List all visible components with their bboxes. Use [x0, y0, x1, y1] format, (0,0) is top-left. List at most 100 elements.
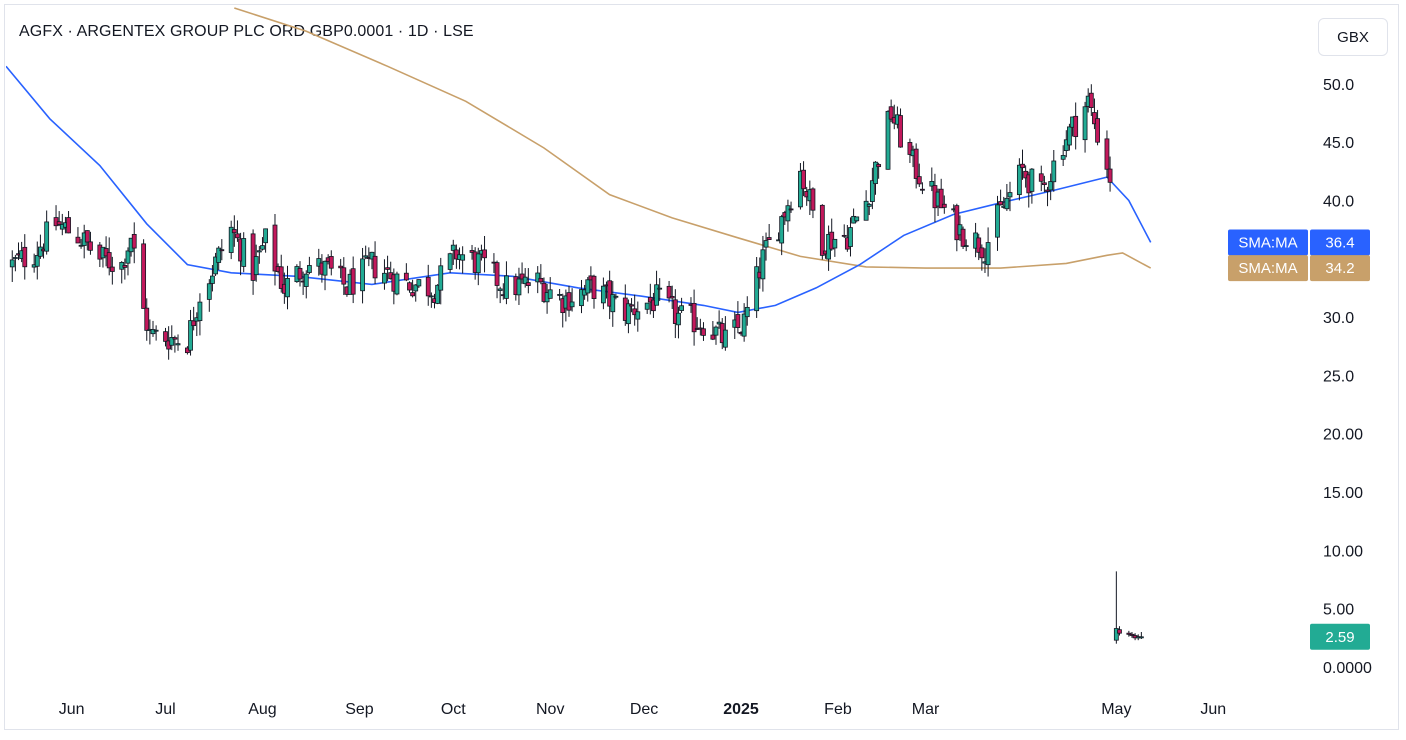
candle: [231, 215, 237, 247]
candle-body: [1088, 92, 1094, 108]
price-tick-label: 25.0: [1323, 368, 1354, 385]
candle-body: [1107, 168, 1113, 183]
candle-body: [976, 237, 982, 253]
last-price-label: 2.59: [1310, 623, 1370, 650]
candle-body: [938, 188, 944, 209]
price-tick-label: 20.00: [1323, 427, 1363, 444]
price-axis: 50.045.040.035.030.025.020.0015.0010.005…: [1323, 77, 1372, 677]
candle: [1038, 165, 1044, 192]
candle-body: [66, 217, 71, 234]
candle-body: [328, 256, 334, 269]
sma-fast-name-label-bg: [1228, 229, 1308, 256]
candle-body: [197, 301, 203, 322]
time-tick-label: Jul: [155, 701, 175, 718]
candle-body: [44, 221, 50, 252]
candle-body: [410, 292, 416, 297]
candle: [741, 303, 747, 342]
candle-body: [363, 255, 369, 258]
candle: [88, 231, 93, 255]
candle: [629, 298, 634, 313]
candle: [854, 216, 860, 223]
candle: [150, 320, 156, 337]
candle: [56, 211, 62, 227]
candle-body: [810, 188, 816, 211]
candle-body: [22, 246, 28, 268]
candle: [1073, 102, 1079, 150]
candle-body: [669, 295, 675, 299]
candle-body: [672, 299, 678, 324]
candle: [938, 178, 944, 209]
candle-body: [84, 230, 90, 243]
candle-body: [141, 243, 147, 309]
candle: [1138, 632, 1144, 640]
candle-body: [407, 282, 412, 291]
candle-body: [122, 265, 128, 268]
candle: [676, 306, 681, 339]
candle: [285, 265, 290, 310]
candle: [297, 261, 303, 287]
candle-body: [109, 266, 115, 272]
candle-body: [450, 244, 456, 251]
candle: [109, 256, 115, 285]
candle-body: [350, 268, 356, 295]
candle: [788, 201, 794, 213]
candle-body: [1020, 163, 1025, 169]
candle: [260, 237, 265, 251]
candle: [228, 220, 234, 260]
candle-body: [522, 276, 528, 285]
candle: [169, 325, 175, 351]
candle: [84, 230, 90, 251]
time-tick-label: 2025: [723, 701, 759, 718]
candle: [763, 232, 769, 261]
candle: [144, 298, 150, 341]
candle-body: [635, 311, 641, 320]
candle-body: [960, 228, 966, 247]
candle: [866, 203, 872, 216]
candle-body: [413, 284, 419, 292]
candle-body: [579, 289, 584, 307]
candle-body: [1073, 115, 1079, 138]
candle: [585, 277, 591, 302]
candle-body: [654, 284, 659, 306]
candle-body: [150, 329, 156, 335]
candle-body: [1060, 155, 1066, 160]
candle-body: [256, 250, 262, 253]
candle: [38, 234, 43, 259]
candle-body: [557, 294, 563, 296]
candle-body: [1082, 106, 1088, 141]
candle: [954, 203, 960, 252]
candle-body: [873, 161, 878, 185]
candle: [328, 250, 334, 276]
candle-body: [722, 329, 728, 348]
candle-body: [916, 176, 922, 185]
candle-body: [322, 260, 328, 276]
candle-body: [701, 328, 706, 336]
candle: [12, 254, 18, 272]
time-tick-label: Nov: [536, 701, 564, 718]
candle-body: [913, 148, 919, 179]
candle-body: [788, 208, 794, 211]
candle: [600, 277, 606, 310]
candle-body: [306, 265, 312, 273]
candle: [632, 294, 638, 326]
candle-body: [360, 258, 365, 292]
candle-body: [866, 203, 872, 207]
candle-body: [766, 237, 772, 241]
candle-body: [241, 238, 247, 267]
candle: [216, 246, 222, 270]
candle: [766, 223, 772, 241]
candle-body: [525, 282, 531, 286]
candle: [450, 239, 456, 265]
candle: [832, 238, 838, 257]
currency-button[interactable]: GBX: [1318, 18, 1388, 56]
sma-slow-value-label-text: 34.2: [1325, 260, 1354, 277]
price-tick-label: 5.00: [1323, 602, 1354, 619]
candle-body: [475, 253, 481, 274]
candle: [263, 228, 269, 253]
candle: [407, 281, 412, 293]
candle-body: [716, 321, 722, 325]
candle-body: [585, 279, 591, 294]
candle: [131, 222, 137, 264]
candle: [403, 263, 409, 282]
